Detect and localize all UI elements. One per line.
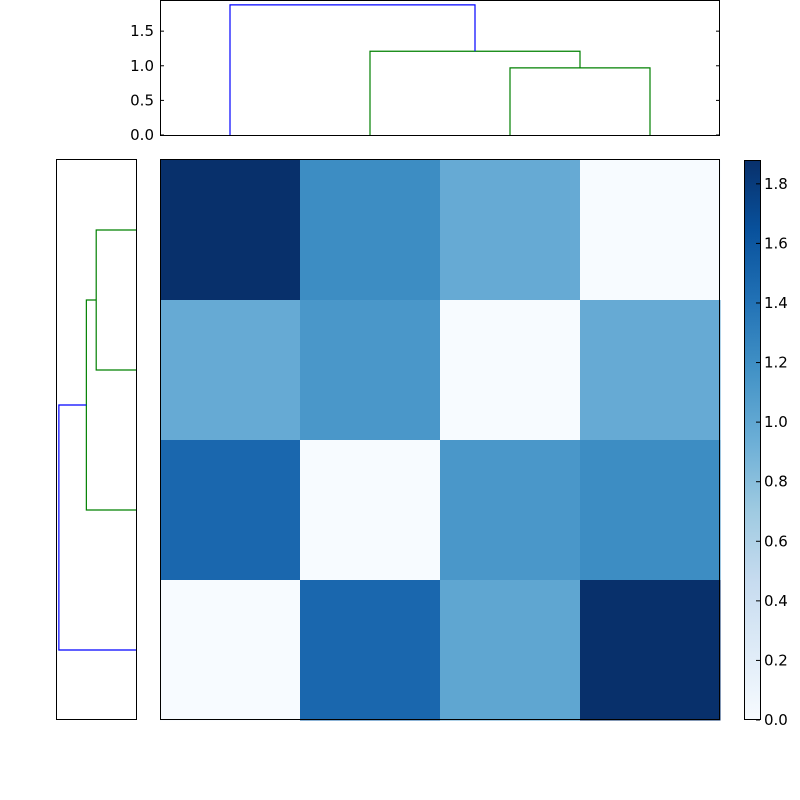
top-dendrogram-link [369, 50, 581, 135]
colorbar: 0.0 0.2 0.4 0.6 0.8 1.0 1.2 1.4 1.6 1.8 [744, 160, 788, 729]
top-y-tick-label: 1.0 [130, 57, 154, 75]
top-y-tick-label: 1.5 [130, 22, 154, 40]
heatmap-cell [160, 580, 301, 721]
left-dendrogram-link [85, 299, 136, 511]
heatmap-frame [160, 159, 720, 720]
heatmap-cells [160, 160, 721, 721]
colorbar-ticks: 0.0 0.2 0.4 0.6 0.8 1.0 1.2 1.4 1.6 1.8 [756, 175, 788, 729]
heatmap-cell [580, 300, 721, 441]
heatmap-cell [300, 160, 441, 301]
colorbar-tick-label: 1.2 [764, 354, 788, 372]
heatmap-cell [440, 580, 581, 721]
top-dendrogram-link [509, 67, 651, 135]
top-dendrogram-link [229, 4, 476, 135]
left-dendrogram-links [58, 229, 136, 651]
heatmap-cell [440, 160, 581, 301]
top-dendrogram: 0.0 0.5 1.0 1.5 [130, 0, 720, 144]
heatmap-cell [580, 440, 721, 581]
heatmap-cell [580, 580, 721, 721]
heatmap-cell [160, 440, 301, 581]
heatmap-cell [300, 580, 441, 721]
colorbar-gradient [744, 160, 760, 720]
top-y-tick-label: 0.0 [130, 126, 154, 144]
colorbar-tick-label: 0.0 [764, 711, 788, 729]
top-dendrogram-frame [160, 0, 720, 136]
colorbar-tick-label: 0.8 [764, 473, 788, 491]
colorbar-frame [744, 160, 761, 720]
heatmap-cell [580, 160, 721, 301]
left-dendrogram-frame [56, 159, 137, 720]
heatmap-cell [300, 300, 441, 441]
colorbar-tick-label: 0.2 [764, 651, 788, 669]
colorbar-tick-label: 0.6 [764, 532, 788, 550]
left-dendrogram-link [58, 404, 136, 651]
left-dendrogram [56, 159, 137, 720]
top-y-tick-label: 0.5 [130, 91, 154, 109]
colorbar-tick-label: 1.8 [764, 175, 788, 193]
heatmap-cell [160, 300, 301, 441]
colorbar-tick-label: 1.0 [764, 413, 788, 431]
top-dendrogram-links [229, 4, 651, 135]
heatmap-cell [160, 160, 301, 301]
colorbar-tick-label: 0.4 [764, 592, 788, 610]
top-dendrogram-y-axis: 0.0 0.5 1.0 1.5 [130, 22, 720, 144]
heatmap-cell [440, 300, 581, 441]
heatmap-cell [300, 440, 441, 581]
heatmap [160, 159, 721, 721]
heatmap-cell [440, 440, 581, 581]
colorbar-tick-label: 1.4 [764, 294, 788, 312]
colorbar-tick-label: 1.6 [764, 234, 788, 252]
